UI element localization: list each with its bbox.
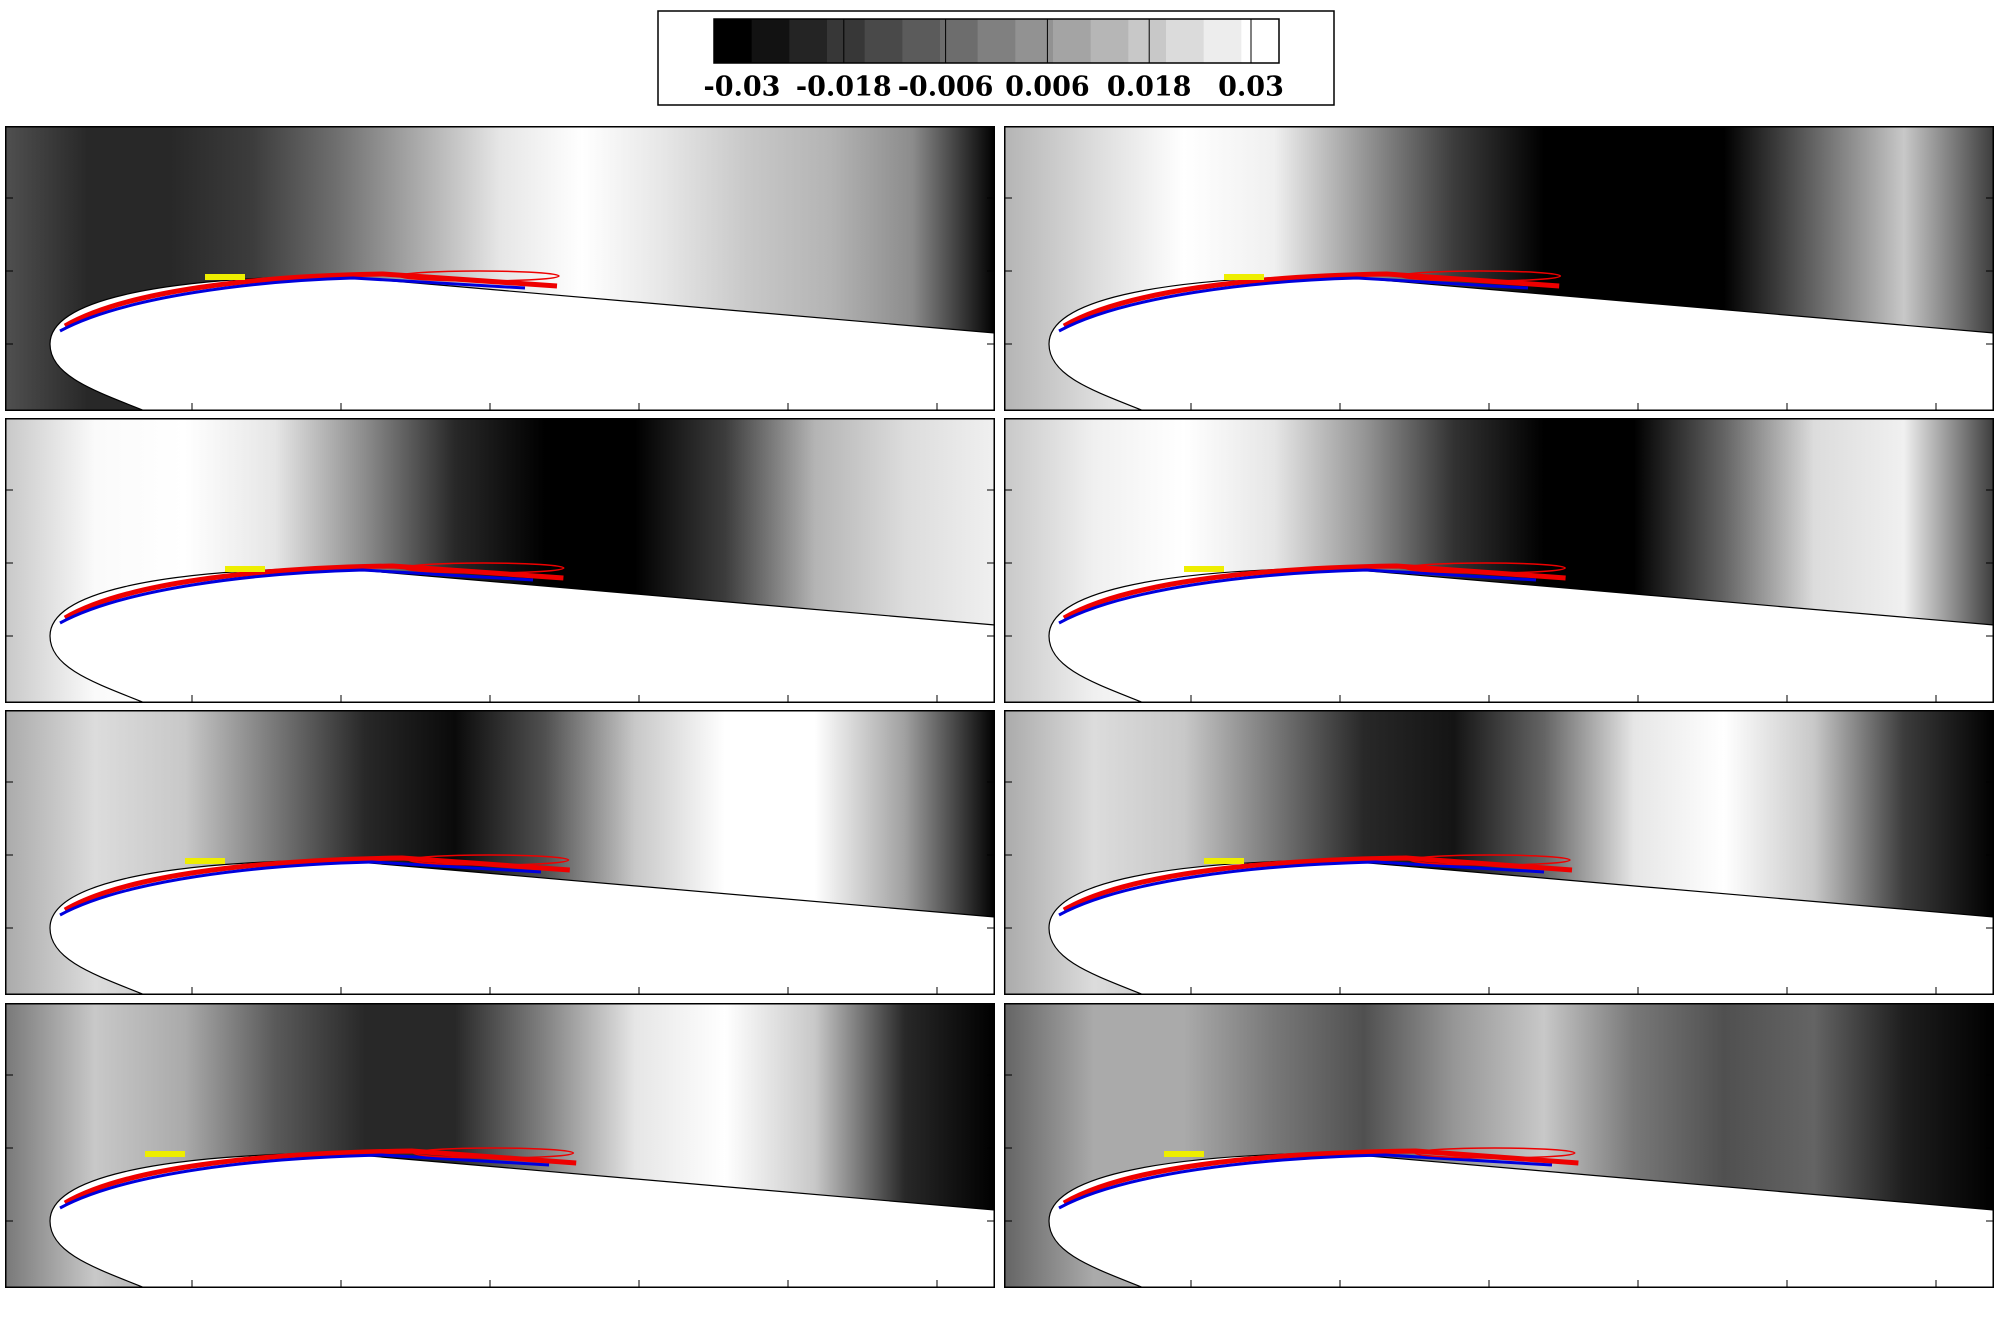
red-contour — [1062, 1148, 1579, 1206]
colorbar-band — [714, 19, 753, 63]
blue-contour — [59, 568, 534, 625]
panel — [5, 126, 995, 411]
colorbar-tick-label: -0.03 — [704, 72, 781, 103]
colorbar-band — [902, 19, 941, 63]
colorbar-band — [789, 19, 828, 63]
colorbar-band — [827, 19, 866, 63]
red-contour — [403, 562, 565, 574]
panel — [1004, 1003, 1994, 1288]
red-contour — [63, 563, 564, 621]
red-contour — [1062, 855, 1573, 913]
red-contour — [398, 270, 560, 282]
colorbar-band — [751, 19, 790, 63]
red-contour — [1062, 563, 1566, 621]
colorbar-band — [864, 19, 903, 63]
panel — [1004, 126, 1994, 411]
panel — [5, 418, 995, 703]
colorbar-band — [1203, 19, 1242, 63]
yellow-patch — [185, 858, 225, 864]
colorbar-tick-label: -0.006 — [898, 72, 994, 103]
blue-contour — [59, 860, 542, 917]
red-contour — [407, 854, 570, 866]
red-contour — [1062, 271, 1560, 329]
colorbar-tick-label: 0.03 — [1218, 72, 1284, 103]
colorbar-tick-label: 0.006 — [1005, 72, 1090, 103]
colorbar: -0.03 -0.018 -0.006 0.006 0.018 0.03 — [704, 18, 1284, 103]
red-contour — [1414, 1147, 1576, 1159]
red-contour — [63, 271, 558, 329]
red-contour — [63, 855, 570, 913]
yellow-patch — [205, 274, 245, 280]
panel — [5, 710, 995, 995]
yellow-patch — [1224, 274, 1264, 280]
blue-contour — [59, 276, 526, 333]
red-contour — [1399, 270, 1562, 282]
colorbar-outline — [713, 18, 1280, 64]
yellow-patch — [145, 1151, 185, 1157]
colorbar-tick-label: -0.018 — [796, 72, 892, 103]
blue-contour — [1058, 1153, 1553, 1210]
colorbar-band — [1241, 19, 1280, 63]
colorbar-band — [1090, 19, 1129, 63]
panel — [1004, 418, 1994, 703]
colorbar-tick-label: 0.018 — [1107, 72, 1192, 103]
colorbar-band — [1128, 19, 1167, 63]
red-contour — [412, 1147, 575, 1159]
blue-contour — [1058, 860, 1545, 917]
colorbar-band — [940, 19, 979, 63]
yellow-patch — [1184, 566, 1224, 572]
colorbar-band — [1053, 19, 1092, 63]
panel — [5, 1003, 995, 1288]
yellow-patch — [1204, 858, 1244, 864]
colorbar-band — [977, 19, 1016, 63]
yellow-patch — [1164, 1151, 1204, 1157]
panel — [1004, 710, 1994, 995]
yellow-patch — [225, 566, 265, 572]
blue-contour — [59, 1153, 550, 1210]
panels — [5, 126, 1994, 1288]
blue-contour — [1058, 276, 1529, 333]
red-contour — [1409, 854, 1571, 866]
red-contour — [63, 1148, 577, 1206]
red-contour — [1404, 562, 1566, 574]
blue-contour — [1058, 568, 1537, 625]
colorbar-band — [1166, 19, 1205, 63]
